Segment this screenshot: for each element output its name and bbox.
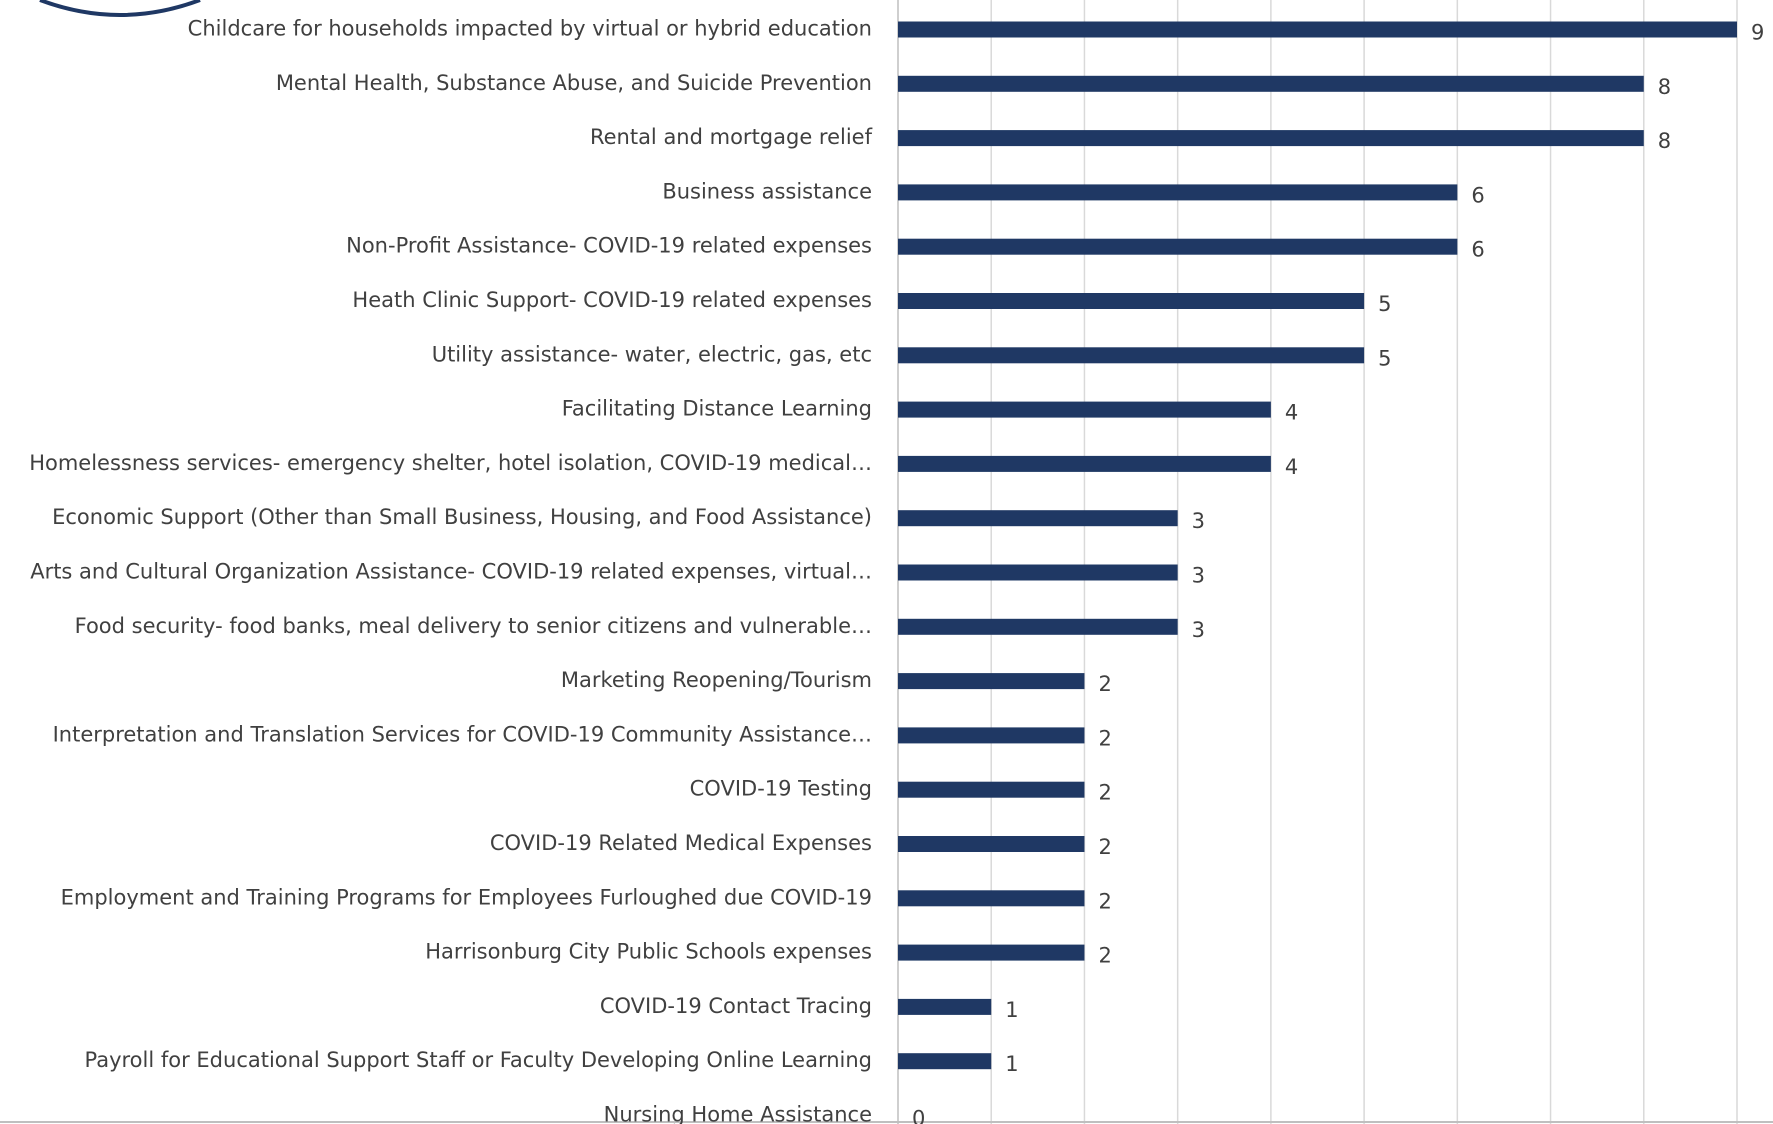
y-tick-label: COVID-19 Testing (690, 777, 872, 801)
data-label: 2 (1098, 835, 1111, 859)
data-label: 8 (1658, 75, 1671, 99)
y-tick-label: Interpretation and Translation Services … (53, 722, 872, 746)
data-label: 2 (1098, 781, 1111, 805)
data-label: 3 (1192, 618, 1205, 642)
bar (898, 401, 1271, 418)
bar (898, 184, 1458, 201)
data-label: 2 (1098, 726, 1111, 750)
bar (898, 347, 1365, 364)
y-tick-label: Facilitating Distance Learning (562, 397, 872, 421)
y-tick-label: COVID-19 Contact Tracing (600, 994, 872, 1018)
y-tick-label: Nursing Home Assistance (604, 1103, 872, 1124)
data-label: 2 (1098, 944, 1111, 968)
data-label: 5 (1378, 346, 1391, 370)
bar (898, 238, 1458, 255)
logo-fragment (39, 0, 201, 17)
data-label: 1 (1005, 998, 1018, 1022)
data-label: 0 (912, 1107, 925, 1124)
y-tick-label: Food security- food banks, meal delivery… (75, 614, 872, 638)
bar (898, 673, 1085, 690)
bar (898, 130, 1644, 147)
y-tick-label: COVID-19 Related Medical Expenses (490, 831, 872, 855)
y-tick-label: Economic Support (Other than Small Busin… (52, 505, 872, 529)
y-tick-label: Rental and mortgage relief (590, 125, 873, 149)
bar (898, 293, 1365, 309)
y-tick-label: Heath Clinic Support- COVID-19 related e… (352, 288, 872, 312)
y-tick-label: Childcare for households impacted by vir… (188, 17, 872, 41)
y-tick-label: Payroll for Educational Support Staff or… (84, 1048, 872, 1072)
y-tick-label: Marketing Reopening/Tourism (561, 668, 872, 692)
bar (898, 21, 1737, 38)
bar (898, 75, 1644, 92)
y-tick-label: Non-Profit Assistance- COVID-19 related … (346, 234, 872, 258)
y-tick-label: Harrisonburg City Public Schools expense… (425, 940, 872, 964)
y-tick-label: Mental Health, Substance Abuse, and Suic… (276, 71, 872, 95)
data-label: 1 (1005, 1052, 1018, 1076)
data-label: 2 (1098, 672, 1111, 696)
bar (898, 890, 1085, 907)
data-label: 4 (1285, 401, 1298, 425)
y-tick-label: Arts and Cultural Organization Assistanc… (30, 560, 872, 584)
bar (898, 510, 1178, 527)
y-tick-label: Homelessness services- emergency shelter… (29, 451, 872, 475)
data-label: 8 (1658, 129, 1671, 153)
bar (898, 1053, 992, 1070)
data-label: 5 (1378, 292, 1391, 316)
y-tick-label: Utility assistance- water, electric, gas… (432, 342, 872, 366)
bar (898, 836, 1085, 852)
bar (898, 944, 1085, 961)
bar (898, 998, 992, 1015)
bar (898, 727, 1085, 744)
data-label: 3 (1192, 564, 1205, 588)
data-label: 9 (1751, 21, 1764, 45)
data-label: 6 (1471, 238, 1484, 262)
data-label: 4 (1285, 455, 1298, 479)
y-tick-label: Employment and Training Programs for Emp… (61, 885, 872, 909)
data-label: 2 (1098, 889, 1111, 913)
data-label: 3 (1192, 509, 1205, 533)
bar (898, 781, 1085, 798)
y-tick-label: Business assistance (662, 179, 872, 203)
bar (898, 564, 1178, 581)
bar (898, 618, 1178, 635)
bar (898, 455, 1271, 472)
data-label: 6 (1471, 183, 1484, 207)
